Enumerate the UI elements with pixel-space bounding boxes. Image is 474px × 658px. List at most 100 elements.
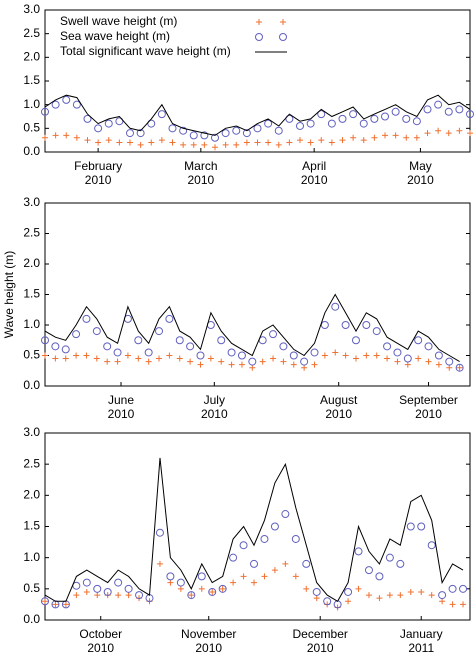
sea-marker (103, 587, 112, 596)
swell-marker (84, 137, 91, 144)
sea-marker (370, 114, 379, 123)
swell-marker (394, 358, 401, 365)
swell-marker (371, 134, 378, 141)
legend-label: Total significant wave height (m) (60, 44, 231, 58)
swell-marker (446, 364, 453, 371)
swell-marker (167, 579, 174, 586)
swell-marker (127, 139, 133, 146)
swell-marker (376, 595, 383, 602)
swell-marker (424, 130, 431, 137)
sea-marker (227, 348, 236, 357)
swell-marker (392, 132, 399, 139)
sea-marker (82, 578, 91, 587)
swell-marker (397, 592, 404, 599)
swell-marker (449, 601, 456, 608)
swell-marker (251, 579, 258, 586)
sea-marker (323, 597, 332, 606)
swell-marker (145, 358, 152, 365)
swell-marker (124, 352, 131, 359)
x-tick-label: September (399, 393, 458, 407)
sea-marker (41, 597, 49, 606)
sea-marker (338, 114, 347, 123)
y-tick-label: 2.5 (23, 226, 40, 240)
swell-marker (435, 361, 442, 368)
sea-marker (136, 129, 145, 138)
y-tick-label: 0.5 (23, 121, 40, 135)
swell-marker (428, 592, 435, 599)
y-tick-label: 0.5 (23, 581, 40, 595)
swell-marker (73, 592, 80, 599)
sea-marker (218, 584, 227, 593)
total-line (44, 293, 460, 363)
sea-marker (327, 119, 336, 128)
x-tick-label: 2010 (187, 173, 214, 187)
sea-marker (41, 107, 49, 116)
sea-marker (186, 342, 195, 351)
swell-marker (148, 139, 155, 146)
swell-marker (382, 132, 388, 139)
sea-marker (264, 119, 273, 128)
sea-marker (393, 348, 402, 357)
swell-marker (42, 352, 48, 359)
swell-marker (270, 355, 277, 362)
swell-marker (318, 137, 325, 144)
sea-marker (412, 117, 421, 126)
sea-marker (103, 342, 112, 351)
sea-marker (237, 351, 246, 360)
sea-marker (134, 336, 143, 345)
x-tick-label: July (204, 393, 225, 407)
sea-marker (187, 591, 196, 600)
sea-marker (72, 330, 81, 339)
sea-marker (179, 126, 188, 135)
sea-marker (274, 126, 283, 135)
swell-marker (445, 130, 452, 137)
swell-marker (156, 355, 163, 362)
sea-marker (229, 553, 238, 562)
swell-marker (169, 139, 176, 146)
sea-marker (306, 119, 315, 128)
sea-marker (200, 131, 209, 140)
x-tick-label: 2010 (195, 641, 222, 655)
x-tick-label: May (409, 159, 432, 173)
swell-marker (104, 358, 111, 365)
swell-marker (209, 588, 216, 595)
sea-marker (417, 522, 426, 531)
sea-marker (312, 587, 321, 596)
sea-marker (189, 131, 198, 140)
sea-marker (302, 559, 311, 568)
swell-marker (52, 601, 59, 608)
sea-marker (94, 124, 103, 133)
x-tick-label: 2010 (415, 407, 442, 421)
sea-marker (248, 357, 257, 366)
x-tick-label: April (302, 159, 326, 173)
x-tick-label: October (79, 627, 122, 641)
y-tick-label: 2.5 (23, 456, 40, 470)
swell-marker (83, 352, 90, 359)
swell-marker (439, 598, 446, 605)
sea-marker (83, 114, 92, 123)
sea-marker (176, 578, 185, 587)
sea-marker (168, 124, 177, 133)
sea-marker (115, 117, 124, 126)
sea-marker (424, 342, 433, 351)
sea-marker (114, 578, 123, 587)
swell-marker (95, 139, 102, 146)
sea-marker (291, 534, 300, 543)
swell-marker (63, 132, 70, 139)
swell-marker (407, 588, 414, 595)
sea-marker (72, 100, 81, 109)
sea-marker (351, 336, 360, 345)
swell-marker (94, 592, 101, 599)
sea-marker (124, 584, 133, 593)
sea-marker (455, 363, 464, 372)
swell-marker (156, 560, 163, 567)
legend-label: Swell wave height (m) (60, 14, 177, 28)
y-tick-label: 2.5 (23, 26, 40, 40)
sea-marker (82, 314, 91, 323)
sea-marker (155, 327, 164, 336)
sea-marker (459, 584, 468, 593)
y-tick-label: 0.0 (23, 378, 40, 392)
swell-marker (135, 355, 142, 362)
sea-marker (296, 121, 304, 130)
sea-marker (372, 327, 381, 336)
